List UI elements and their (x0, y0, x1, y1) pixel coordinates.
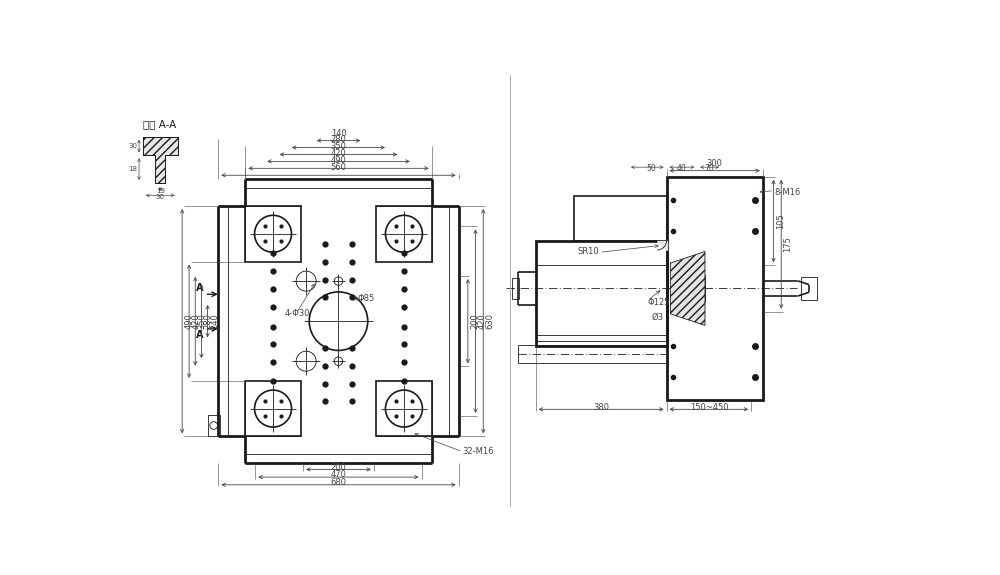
Text: 30: 30 (156, 194, 165, 200)
Text: 420: 420 (478, 313, 487, 329)
Text: 剖面 A-A: 剖面 A-A (143, 119, 176, 129)
Polygon shape (670, 251, 705, 325)
Bar (245, 206, 301, 262)
Text: 200: 200 (470, 313, 479, 329)
Text: Φ125: Φ125 (647, 298, 670, 307)
Text: 175: 175 (784, 236, 793, 252)
Text: 490: 490 (184, 313, 193, 329)
Text: 70: 70 (704, 164, 714, 173)
Bar (574, 196, 666, 241)
Bar (376, 381, 432, 436)
Text: 490: 490 (331, 156, 346, 165)
Text: 420: 420 (191, 313, 200, 329)
Text: 350: 350 (331, 143, 346, 151)
Text: SR10: SR10 (578, 247, 600, 256)
Text: 630: 630 (486, 313, 495, 329)
Text: 140: 140 (331, 129, 346, 137)
Text: Ø3: Ø3 (651, 313, 663, 322)
Text: 18: 18 (129, 166, 138, 172)
Bar (512, 278, 519, 299)
Text: 30: 30 (129, 143, 138, 149)
Bar (245, 381, 301, 436)
Polygon shape (143, 137, 178, 183)
Text: 200: 200 (331, 463, 346, 471)
Text: 8-M16: 8-M16 (774, 189, 801, 197)
Bar (687, 280, 700, 297)
Text: 300: 300 (707, 159, 723, 167)
Bar (208, 415, 220, 436)
Text: 280: 280 (331, 136, 346, 144)
Text: Φ85: Φ85 (358, 294, 375, 302)
Text: 350: 350 (198, 313, 207, 329)
Text: 40: 40 (677, 164, 687, 173)
Text: 280: 280 (204, 313, 213, 329)
Bar (680, 275, 705, 301)
Polygon shape (657, 241, 666, 250)
Text: A: A (195, 283, 203, 293)
Text: 150~450: 150~450 (690, 402, 728, 412)
Bar (376, 206, 432, 262)
Text: 50: 50 (646, 164, 656, 173)
Text: 420: 420 (331, 150, 346, 158)
Text: 4-Φ30: 4-Φ30 (285, 309, 310, 318)
Text: 470: 470 (331, 470, 346, 480)
Text: 560: 560 (331, 163, 346, 172)
Bar (536, 241, 666, 346)
Bar (801, 277, 817, 300)
Text: 380: 380 (593, 402, 609, 412)
Text: 105: 105 (776, 213, 785, 229)
Text: 140: 140 (210, 313, 219, 329)
Text: 13: 13 (156, 187, 165, 194)
Text: 32-M16: 32-M16 (462, 447, 494, 456)
Text: 680: 680 (330, 478, 346, 487)
Text: A: A (195, 331, 203, 340)
Bar (666, 177, 763, 400)
